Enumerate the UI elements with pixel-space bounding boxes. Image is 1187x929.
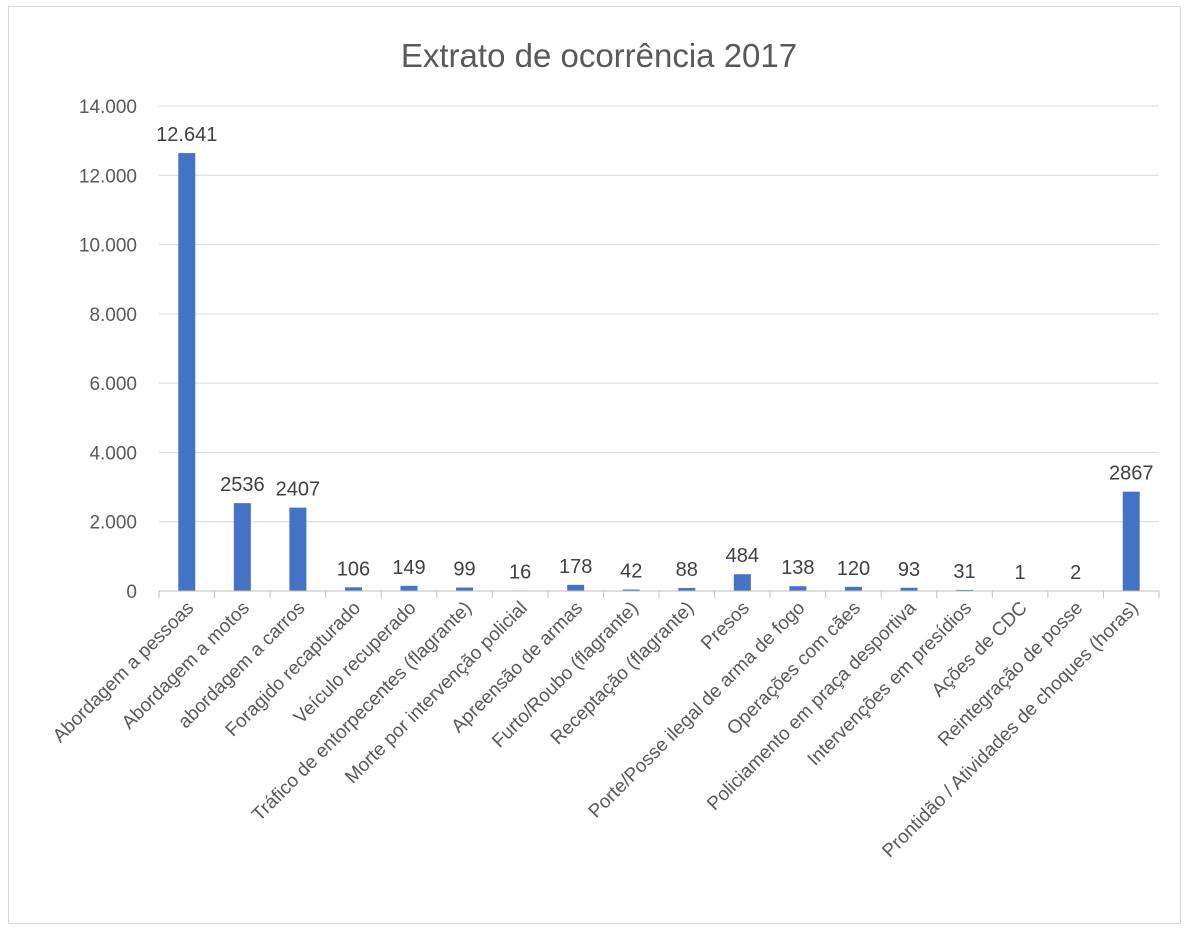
y-tick-label: 0 <box>126 582 137 603</box>
data-label: 2867 <box>1109 463 1154 485</box>
y-tick-label: 14.000 <box>79 97 137 118</box>
data-label: 1 <box>1015 562 1026 584</box>
bar <box>733 574 751 591</box>
bar-chart: Extrato de ocorrência 2017 0 2.000 4.000 6.… <box>49 37 1160 862</box>
bar <box>400 585 418 591</box>
data-label: 484 <box>726 545 759 567</box>
data-label: 120 <box>837 558 870 580</box>
data-label: 93 <box>898 559 920 581</box>
data-label: 2407 <box>276 479 321 501</box>
data-label: 99 <box>453 559 475 581</box>
category-label: Ações de CDC <box>928 598 1032 702</box>
data-label: 12.641 <box>156 124 217 146</box>
data-label: 149 <box>392 557 425 579</box>
data-labels: 12.641 2536 2407 106 149 99 16 178 42 88 484 138 120… <box>156 124 1153 584</box>
bar <box>956 589 974 591</box>
gridlines <box>159 105 1159 523</box>
y-axis-ticks: 0 2.000 4.000 6.000 8.000 10.000 12.000 14.000 <box>79 97 137 603</box>
bar <box>344 587 362 591</box>
bar <box>233 503 251 591</box>
y-tick-label: 10.000 <box>79 236 137 257</box>
bar <box>789 586 807 591</box>
y-tick-label: 6.000 <box>89 374 137 395</box>
y-tick-label: 4.000 <box>89 443 137 464</box>
data-label: 2 <box>1070 562 1081 584</box>
bar <box>289 507 307 591</box>
y-tick-label: 12.000 <box>79 166 137 187</box>
data-label: 42 <box>620 561 642 583</box>
data-label: 138 <box>781 557 814 579</box>
bar <box>456 587 474 591</box>
bar <box>678 587 696 591</box>
chart-frame: Extrato de ocorrência 2017 0 2.000 4.000 6.… <box>8 6 1181 924</box>
x-axis <box>158 590 1160 598</box>
y-tick-label: 2.000 <box>89 513 137 534</box>
data-label: 31 <box>953 561 975 583</box>
bar <box>900 587 918 591</box>
bar <box>844 586 862 591</box>
bar <box>622 589 640 591</box>
chart-title: Extrato de ocorrência 2017 <box>401 37 797 74</box>
data-label: 16 <box>509 561 531 583</box>
data-label: 106 <box>337 558 370 580</box>
bar <box>567 584 585 591</box>
data-label: 178 <box>559 556 592 578</box>
bars <box>178 153 1140 592</box>
bar <box>1122 491 1140 591</box>
data-label: 88 <box>676 559 698 581</box>
bar <box>178 153 196 591</box>
data-label: 2536 <box>220 474 265 496</box>
y-tick-label: 8.000 <box>89 305 137 326</box>
category-label: Prontidão / Atividades de choques (horas… <box>878 598 1142 862</box>
